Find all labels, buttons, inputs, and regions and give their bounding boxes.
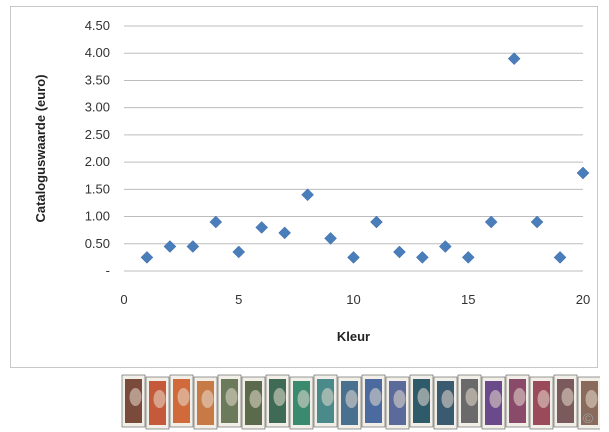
data-point (553, 251, 567, 264)
data-point (186, 240, 200, 253)
data-point (530, 215, 544, 229)
stamp-image (217, 374, 242, 428)
data-point (347, 251, 360, 264)
data-point (484, 215, 498, 229)
y-tick-label: 4.50 (85, 18, 110, 33)
y-tick-label: 2.50 (85, 127, 110, 142)
gridlines (124, 25, 583, 272)
stamp-image (481, 376, 506, 430)
x-axis-title: Kleur (337, 329, 370, 344)
stamp-image (289, 376, 314, 430)
x-tick-label: 10 (346, 292, 360, 307)
stamp-image (529, 376, 554, 430)
x-axis-ticks: 0 5 10 15 20 (120, 292, 590, 307)
data-point (370, 215, 383, 229)
y-tick-label: 3.00 (85, 100, 110, 115)
data-point (255, 221, 269, 234)
y-tick-label: 3.50 (85, 72, 110, 87)
stamp-image (337, 376, 362, 430)
watermark: © (582, 410, 593, 426)
scatter-chart: - 0.50 1.00 1.50 2.00 2.50 3.00 3.50 4.00 4.50 0 5… (33, 18, 590, 344)
y-tick-label: 4.00 (85, 45, 110, 60)
data-point (438, 240, 452, 253)
y-tick-label: 2.00 (85, 154, 110, 169)
stamp-image (265, 374, 290, 428)
x-tick-label: 5 (235, 292, 242, 307)
data-point (209, 215, 223, 229)
x-tick-label: 15 (461, 292, 475, 307)
stamp-image (505, 374, 530, 428)
data-point (163, 240, 177, 253)
stamp-image (121, 374, 146, 428)
y-tick-label: 1.50 (85, 181, 110, 196)
stamp-image (361, 374, 386, 428)
stamp-image (577, 376, 600, 430)
y-tick-label: - (106, 263, 110, 278)
stamp-image (553, 374, 578, 428)
data-point (140, 251, 154, 264)
data-point (301, 188, 314, 202)
data-point (576, 166, 590, 180)
x-tick-label: 20 (576, 292, 590, 307)
stamp-image (145, 376, 170, 430)
data-point (507, 52, 521, 66)
y-axis-ticks: - 0.50 1.00 1.50 2.00 2.50 3.00 3.50 4.00 4.50 (85, 18, 110, 278)
stamp-image (433, 376, 458, 430)
data-point (415, 251, 429, 264)
y-tick-label: 1.00 (85, 209, 110, 224)
stamp-image (385, 376, 410, 430)
x-tick-label: 0 (120, 292, 127, 307)
data-point (278, 226, 292, 240)
stamp-image (193, 376, 218, 430)
stamp-image (169, 374, 194, 428)
stamp-strip (121, 374, 600, 430)
stamp-image (241, 376, 266, 430)
data-point (393, 245, 406, 259)
stamp-image (457, 374, 482, 428)
data-points (140, 52, 590, 264)
data-point (324, 231, 337, 245)
chart-frame: - 0.50 1.00 1.50 2.00 2.50 3.00 3.50 4.00 4.50 0 5… (10, 6, 598, 368)
y-axis-title: Cataloguswaarde (euro) (33, 74, 48, 222)
y-tick-label: 0.50 (85, 236, 110, 251)
data-point (232, 245, 246, 259)
data-point (461, 251, 475, 264)
stamp-image (409, 374, 434, 428)
stamp-image (313, 374, 338, 428)
